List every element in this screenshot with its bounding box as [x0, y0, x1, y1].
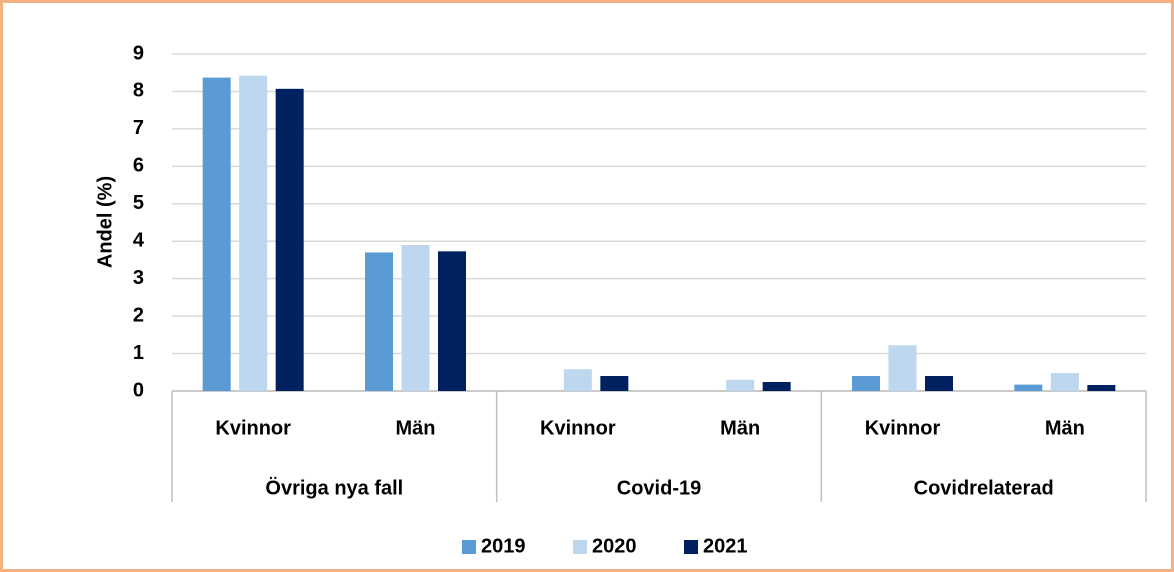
y-tick-label: 9: [133, 42, 144, 64]
y-tick-label: 7: [133, 117, 144, 139]
group-label: Covid-19: [617, 477, 701, 499]
x-tick-label: Män: [1045, 417, 1085, 439]
bar: [762, 382, 791, 391]
y-axis-label: Andel (%): [94, 176, 116, 268]
y-tick-label: 4: [133, 230, 145, 252]
bar: [888, 345, 917, 391]
bar: [1087, 385, 1116, 391]
bar: [726, 379, 755, 391]
x-tick-label: Män: [720, 417, 760, 439]
y-tick-label: 6: [133, 155, 144, 177]
legend-label: 2021: [703, 535, 748, 557]
legend-swatch: [462, 540, 476, 554]
y-tick-label: 3: [133, 267, 144, 289]
bar: [401, 244, 430, 391]
bar: [365, 252, 393, 391]
bar: [852, 376, 880, 391]
legend-label: 2020: [592, 535, 637, 557]
bar: [275, 88, 304, 391]
bar: [1050, 373, 1079, 391]
y-tick-label: 1: [133, 342, 144, 364]
y-tick-label: 5: [133, 192, 144, 214]
legend-label: 2019: [481, 535, 526, 557]
legend-swatch: [684, 540, 698, 554]
y-tick-label: 0: [133, 379, 144, 401]
x-tick-label: Kvinnor: [215, 417, 291, 439]
x-tick-label: Kvinnor: [540, 417, 616, 439]
group-label: Covidrelaterad: [914, 477, 1054, 499]
bar: [438, 251, 466, 391]
bar: [925, 376, 953, 391]
y-tick-label: 2: [133, 304, 144, 326]
bar: [600, 376, 629, 391]
bar: [1014, 384, 1043, 391]
group-label: Övriga nya fall: [265, 476, 403, 499]
bar: [239, 75, 268, 392]
y-tick-label: 8: [133, 80, 144, 102]
bar: [563, 369, 592, 391]
legend-swatch: [573, 540, 587, 554]
bar: [202, 77, 231, 391]
x-tick-label: Kvinnor: [865, 417, 941, 439]
x-tick-label: Män: [396, 417, 436, 439]
